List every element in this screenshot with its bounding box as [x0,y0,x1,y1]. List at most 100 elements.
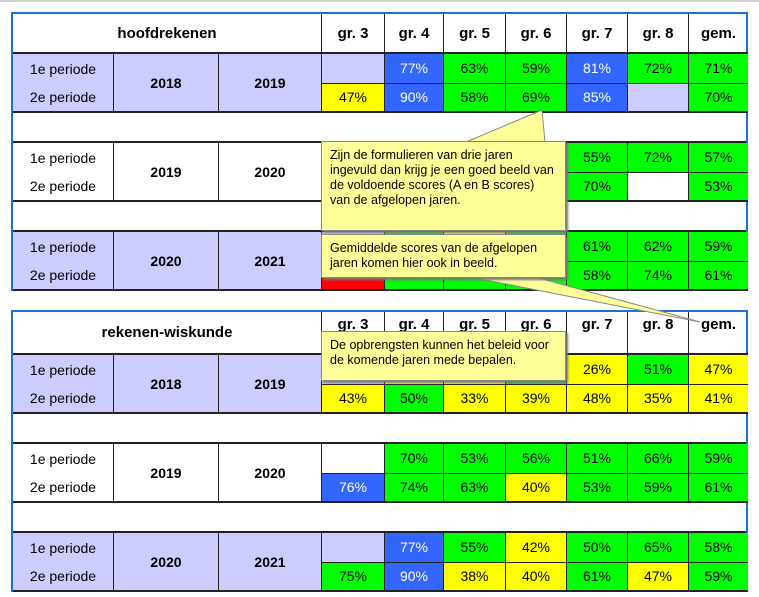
score-cell: 39% [506,384,567,414]
period-label: 1e periode [13,143,114,173]
score-cell: 65% [628,533,689,563]
spacer-row [13,113,746,143]
callout-opbrengsten: De opbrengsten kunnen het beleid voor de… [321,331,566,381]
score-cell: 59% [628,473,689,503]
score-cell: 26% [567,355,628,385]
score-cell: 43% [322,384,385,414]
score-cell: 69% [506,83,567,113]
score-cell: 55% [444,533,506,563]
period-label: 2e periode [13,562,114,592]
period-label: 1e periode [13,232,114,262]
score-cell: 90% [385,83,444,113]
score-cell: 90% [385,562,444,592]
period-label: 2e periode [13,384,114,414]
score-cell: 38% [444,562,506,592]
period-label: 2e periode [13,172,114,202]
score-cell: 70% [385,444,444,474]
period-label: 1e periode [13,444,114,474]
score-cell: 56% [506,444,567,474]
column-header: gr. 8 [628,14,689,54]
score-cell: 40% [506,562,567,592]
score-cell: 58% [689,533,748,563]
score-cell: 57% [689,143,748,173]
score-cell: 53% [567,473,628,503]
table-title: hoofdrekenen [13,14,322,54]
year-to: 2020 [219,444,322,503]
score-cell: 59% [689,444,748,474]
score-cell: 77% [385,54,444,84]
score-cell [322,444,385,474]
score-cell: 51% [567,444,628,474]
score-cell [628,172,689,202]
year-from: 2018 [114,355,219,414]
score-cell: 63% [444,54,506,84]
score-cell: 40% [506,473,567,503]
table-rekenen-wiskunde: rekenen-wiskunde gr. 3 gr. 4 gr. 5 gr. 6 gr. … [11,310,748,592]
score-cell: 61% [567,232,628,262]
score-cell: 58% [444,83,506,113]
score-cell: 59% [689,562,748,592]
score-cell: 66% [628,444,689,474]
score-cell: 85% [567,83,628,113]
score-cell: 81% [567,54,628,84]
score-cell: 77% [385,533,444,563]
period-label: 2e periode [13,83,114,113]
score-cell: 47% [628,562,689,592]
column-header: gr. 4 [385,14,444,54]
table-title: rekenen-wiskunde [13,312,322,355]
score-cell: 76% [322,473,385,503]
score-cell: 74% [385,473,444,503]
year-from: 2020 [114,533,219,592]
column-header: gr. 7 [567,312,628,355]
period-label: 1e periode [13,54,114,84]
score-cell: 61% [567,562,628,592]
spacer-row [13,503,746,533]
year-to: 2021 [219,232,322,291]
year-from: 2019 [114,143,219,202]
score-cell: 59% [506,54,567,84]
score-cell: 71% [689,54,748,84]
score-cell [628,83,689,113]
score-cell: 72% [628,143,689,173]
score-cell: 70% [689,83,748,113]
period-label: 1e periode [13,355,114,385]
score-cell: 41% [689,384,748,414]
column-header: gr. 3 [322,14,385,54]
score-cell [322,533,385,563]
callout-gemiddelde: Gemiddelde scores van de afgelopen jaren… [321,234,566,278]
score-cell: 58% [567,261,628,291]
score-cell: 75% [322,562,385,592]
column-header: gem. [689,312,748,355]
score-cell [322,54,385,84]
score-cell: 48% [567,384,628,414]
score-cell: 62% [628,232,689,262]
score-cell: 55% [567,143,628,173]
year-from: 2018 [114,54,219,113]
score-cell: 47% [689,355,748,385]
period-label: 2e periode [13,261,114,291]
score-cell: 42% [506,533,567,563]
score-cell: 61% [689,473,748,503]
year-from: 2020 [114,232,219,291]
score-cell: 47% [322,83,385,113]
score-cell: 61% [689,261,748,291]
score-cell: 70% [567,172,628,202]
column-header: gr. 5 [444,14,506,54]
year-to: 2019 [219,355,322,414]
period-label: 2e periode [13,473,114,503]
period-label: 1e periode [13,533,114,563]
column-header: gr. 8 [628,312,689,355]
year-to: 2021 [219,533,322,592]
score-cell: 50% [567,533,628,563]
callout-formulieren: Zijn de formulieren van drie jaren ingev… [321,141,566,231]
column-header: gem. [689,14,748,54]
score-cell: 74% [628,261,689,291]
score-cell: 51% [628,355,689,385]
score-cell: 53% [444,444,506,474]
year-to: 2019 [219,54,322,113]
column-header: gr. 7 [567,14,628,54]
column-header: gr. 6 [506,14,567,54]
score-cell: 33% [444,384,506,414]
score-cell: 35% [628,384,689,414]
spacer-row [13,414,746,444]
